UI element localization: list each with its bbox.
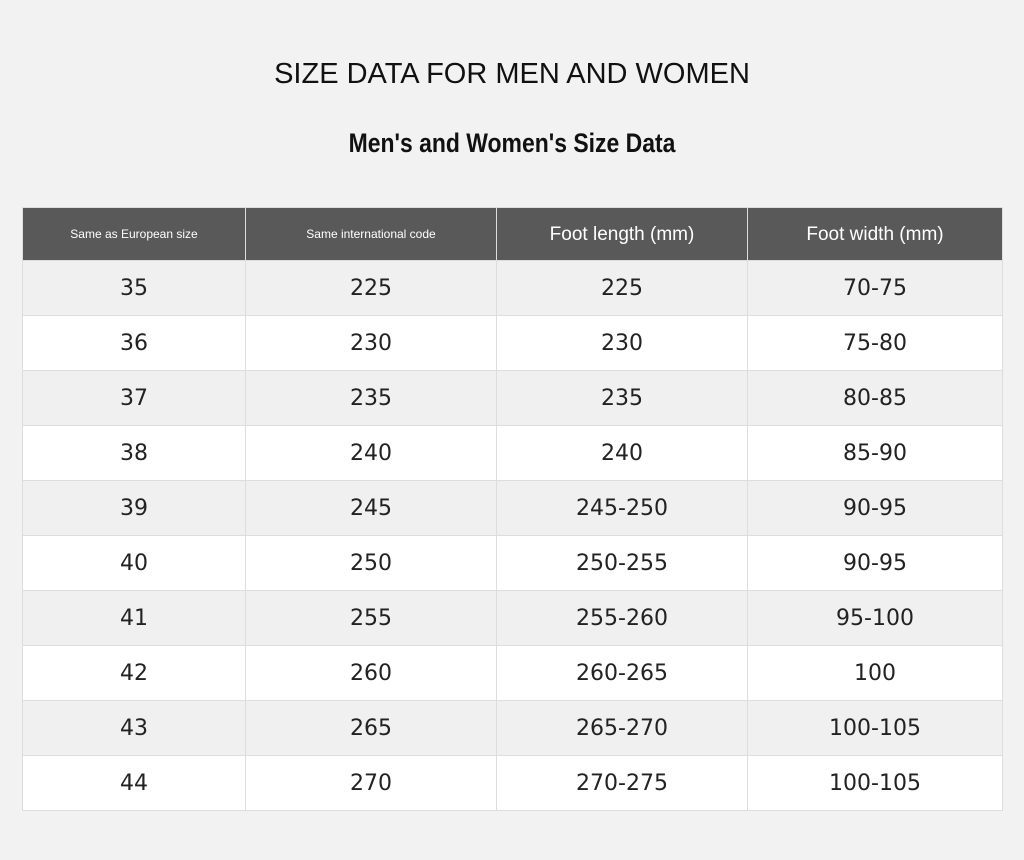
table-cell: 270-275	[496, 755, 748, 811]
table-cell: 225	[496, 260, 748, 316]
table-row: 43 265 265-270 100-105	[22, 700, 1003, 756]
table-cell: 35	[22, 260, 246, 316]
table-cell: 90-95	[747, 535, 1003, 591]
table-cell: 36	[22, 315, 246, 371]
table-cell: 39	[22, 480, 246, 536]
table-row: 41 255 255-260 95-100	[22, 590, 1003, 646]
table-row: 42 260 260-265 100	[22, 645, 1003, 701]
table-cell: 75-80	[747, 315, 1003, 371]
table-cell: 240	[245, 425, 497, 481]
table-cell: 250	[245, 535, 497, 591]
table-cell: 265-270	[496, 700, 748, 756]
table-cell: 100-105	[747, 700, 1003, 756]
table-row: 35 225 225 70-75	[22, 260, 1003, 316]
table-cell: 70-75	[747, 260, 1003, 316]
table-cell: 270	[245, 755, 497, 811]
table-row: 37 235 235 80-85	[22, 370, 1003, 426]
table-cell: 255	[245, 590, 497, 646]
table-cell: 42	[22, 645, 246, 701]
table-cell: 245	[245, 480, 497, 536]
table-cell: 230	[496, 315, 748, 371]
table-cell: 100-105	[747, 755, 1003, 811]
table-cell: 240	[496, 425, 748, 481]
table-cell: 41	[22, 590, 246, 646]
table-cell: 80-85	[747, 370, 1003, 426]
table-cell: 225	[245, 260, 497, 316]
table-cell: 44	[22, 755, 246, 811]
table-cell: 245-250	[496, 480, 748, 536]
table-cell: 100	[747, 645, 1003, 701]
page-title: SIZE DATA FOR MEN AND WOMEN	[274, 58, 750, 90]
column-header: Foot length (mm)	[496, 207, 748, 261]
table-cell: 95-100	[747, 590, 1003, 646]
table-cell: 255-260	[496, 590, 748, 646]
column-header: Foot width (mm)	[747, 207, 1003, 261]
table-cell: 43	[22, 700, 246, 756]
table-cell: 250-255	[496, 535, 748, 591]
table-cell: 235	[245, 370, 497, 426]
table-cell: 40	[22, 535, 246, 591]
page-subtitle: Men's and Women's Size Data	[348, 128, 676, 158]
table-cell: 90-95	[747, 480, 1003, 536]
table-cell: 260	[245, 645, 497, 701]
table-row: 38 240 240 85-90	[22, 425, 1003, 481]
table-row: 40 250 250-255 90-95	[22, 535, 1003, 591]
table-cell: 230	[245, 315, 497, 371]
table-cell: 37	[22, 370, 246, 426]
table-row: 39 245 245-250 90-95	[22, 480, 1003, 536]
table-cell: 265	[245, 700, 497, 756]
table-cell: 260-265	[496, 645, 748, 701]
size-table: Same as European size Same international …	[22, 207, 1003, 811]
table-row: 36 230 230 75-80	[22, 315, 1003, 371]
table-row: 44 270 270-275 100-105	[22, 755, 1003, 811]
table-cell: 38	[22, 425, 246, 481]
table-cell: 85-90	[747, 425, 1003, 481]
table-body: 35 225 225 70-75 36 230 230 75-80 37 235 235 80-85 3…	[22, 260, 1003, 811]
table-cell: 235	[496, 370, 748, 426]
column-header: Same as European size	[22, 207, 246, 261]
header-row: Same as European size Same international …	[22, 207, 1003, 261]
column-header: Same international code	[245, 207, 497, 261]
